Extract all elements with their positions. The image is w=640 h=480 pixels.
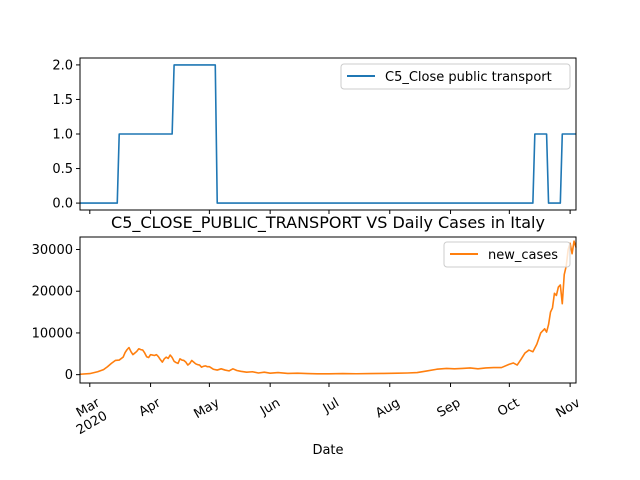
top-legend: C5_Close public transport <box>340 63 571 90</box>
bottom-legend-label: new_cases <box>488 248 558 263</box>
bottom-plot-frame <box>79 236 577 384</box>
top-y-tick-label-2: 1.0 <box>52 128 73 143</box>
top-legend-box <box>340 63 571 90</box>
top-x-axis <box>89 210 571 214</box>
chart-title: C5_CLOSE_PUBLIC_TRANSPORT VS Daily Cases… <box>111 213 545 233</box>
top-subplot: 0.0 0.5 1.0 1.5 2.0 C5_Close public transpor… <box>52 57 577 214</box>
top-y-tick-label-1: 0.5 <box>52 162 73 177</box>
x-axis-label: Date <box>312 443 343 458</box>
top-series-group <box>80 64 576 204</box>
bottom-y-tick-label-2: 20000 <box>32 285 73 300</box>
x-tick-label-line: Jul <box>320 396 342 417</box>
bottom-y-tick-label-0: 0 <box>65 368 73 383</box>
top-y-tick-label-0: 0.0 <box>52 197 73 212</box>
bottom-legend: new_cases <box>443 241 571 268</box>
top-y-axis: 0.0 0.5 1.0 1.5 2.0 <box>52 58 80 212</box>
top-plot-frame <box>79 57 577 211</box>
bottom-series-group <box>79 240 577 376</box>
bottom-series-line-0 <box>79 240 577 376</box>
top-legend-label: C5_Close public transport <box>385 70 552 85</box>
bottom-y-tick-label-3: 30000 <box>32 243 73 258</box>
bottom-y-axis: 0 10000 20000 30000 <box>32 243 80 383</box>
top-y-tick-label-3: 1.5 <box>52 93 73 108</box>
bottom-y-tick-label-1: 10000 <box>32 326 73 341</box>
bottom-legend-box <box>443 241 571 268</box>
top-series-line-0 <box>80 64 576 204</box>
top-y-tick-label-4: 2.0 <box>52 58 73 73</box>
x-tick-label-4: Jul <box>320 396 342 417</box>
